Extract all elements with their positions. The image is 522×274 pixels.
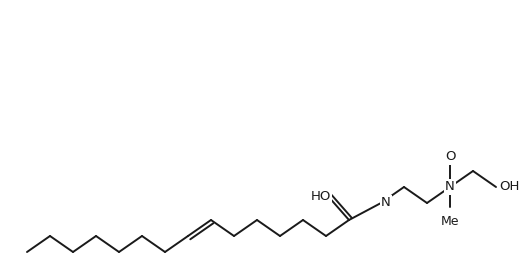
Text: OH: OH — [499, 181, 519, 193]
Text: Me: Me — [441, 215, 459, 228]
Text: N: N — [381, 196, 391, 210]
Text: N: N — [445, 181, 455, 193]
Text: O: O — [445, 150, 455, 164]
Text: HO: HO — [311, 190, 331, 204]
